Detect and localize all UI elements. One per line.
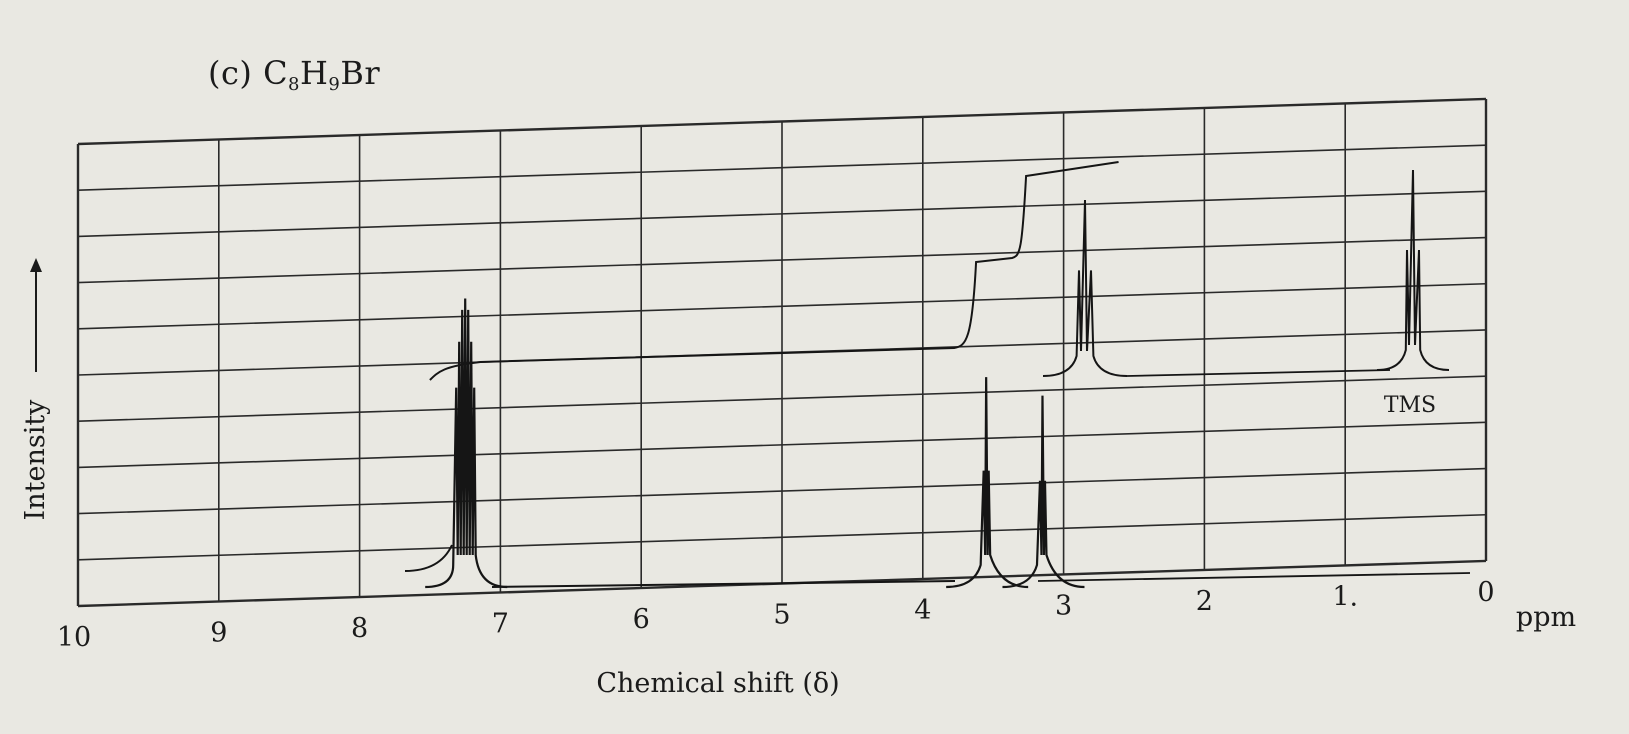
x-tick-label: 5 [773, 599, 790, 630]
x-tick-label: 0 [1477, 577, 1494, 608]
y-axis-label: Intensity [20, 399, 51, 521]
x-tick-label: 1. [1332, 581, 1358, 612]
grid-hline [77, 467, 1487, 515]
x-tick-label: 8 [351, 613, 368, 644]
y-axis-arrow-head [30, 258, 42, 272]
x-axis-label: Chemical shift (δ) [596, 668, 839, 699]
x-tick-label: 10 [57, 622, 91, 653]
tms-peak [1376, 169, 1450, 371]
grid-hline [77, 282, 1487, 330]
x-tick-label: 4 [914, 595, 931, 626]
integration-curve [429, 161, 1119, 381]
spectrum-peak [946, 377, 1029, 589]
grid-hline [77, 375, 1487, 422]
x-tick-labels: 10 9 8 7 6 5 4 3 2 1. 0 [57, 577, 1495, 653]
spectrum-peak [1002, 395, 1085, 589]
x-tick-label: 3 [1055, 590, 1072, 621]
spectrum-trace [404, 298, 1471, 589]
grid-hline [77, 421, 1487, 469]
integration-line [429, 161, 1119, 381]
grid-hline [77, 236, 1487, 284]
baseline-segment [491, 580, 956, 588]
inset-traces [1042, 169, 1450, 377]
inset-baseline [1126, 369, 1391, 377]
grid-hline [77, 97, 1487, 146]
tms-label: TMS [1384, 393, 1436, 418]
grid-hline [77, 513, 1487, 561]
baseline-segment [404, 544, 453, 572]
spectrum-peak [425, 298, 508, 589]
x-tick-label: 9 [210, 617, 227, 648]
grid-hline [77, 190, 1487, 238]
baseline-segment [1037, 572, 1471, 582]
inset-peak [1042, 199, 1128, 377]
x-tick-label: 2 [1196, 586, 1213, 617]
x-tick-label: 7 [492, 608, 509, 639]
x-axis-unit: ppm [1516, 602, 1576, 633]
chart-grid [76, 97, 1488, 608]
compound-title: (c) C8H9Br [208, 54, 381, 95]
y-axis-label-group: Intensity [20, 258, 51, 520]
x-tick-label: 6 [633, 604, 650, 635]
grid-hline [77, 144, 1487, 191]
